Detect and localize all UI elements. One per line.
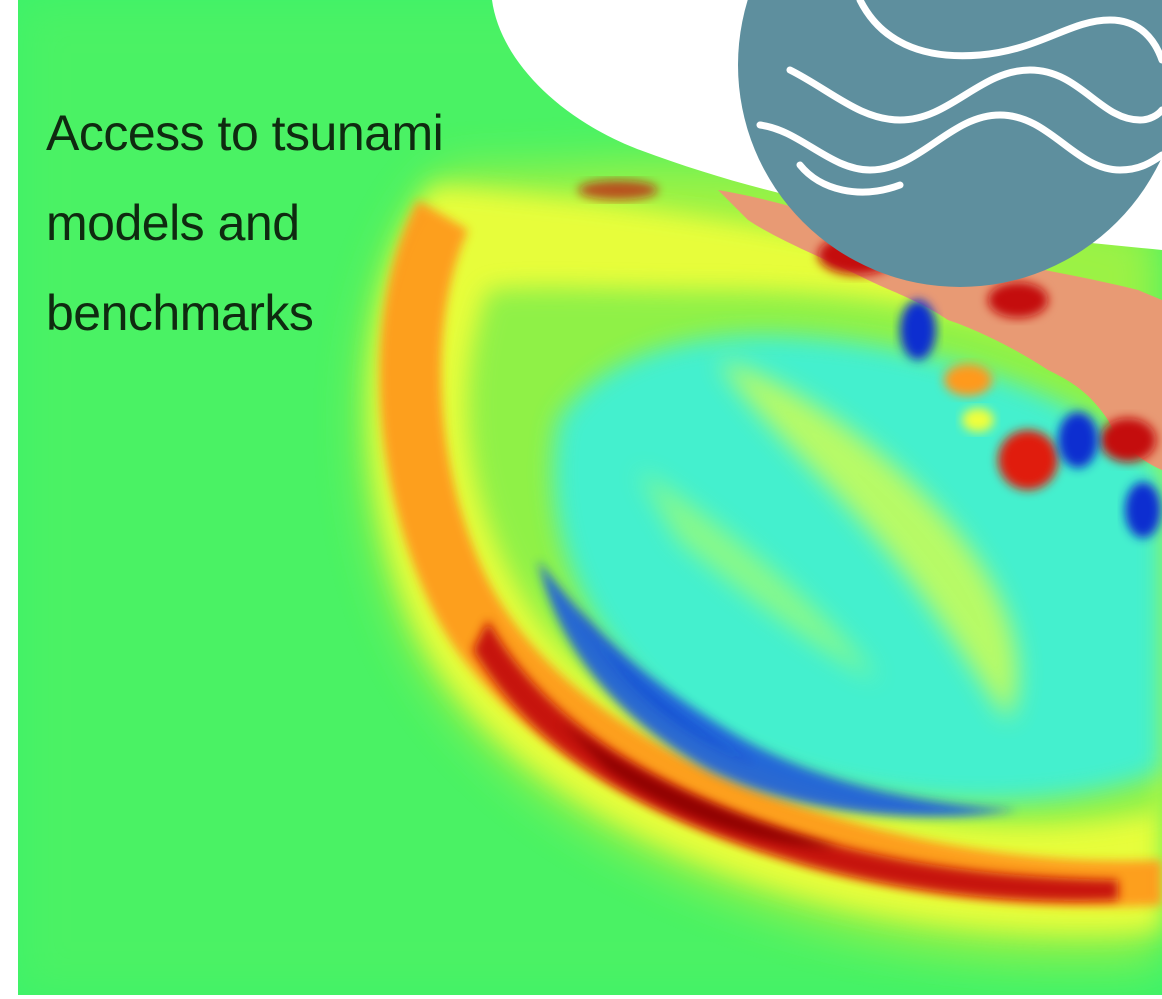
left-margin	[0, 0, 18, 999]
bottom-margin	[0, 995, 1162, 999]
caption-line-3: benchmarks	[46, 285, 314, 341]
slide-caption: Access to tsunami models and benchmarks	[46, 88, 444, 358]
caption-line-2: models and	[46, 195, 300, 251]
caption-line-1: Access to tsunami	[46, 105, 444, 161]
